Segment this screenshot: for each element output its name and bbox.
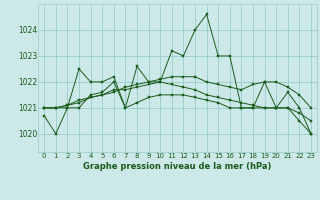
X-axis label: Graphe pression niveau de la mer (hPa): Graphe pression niveau de la mer (hPa) (84, 162, 272, 171)
